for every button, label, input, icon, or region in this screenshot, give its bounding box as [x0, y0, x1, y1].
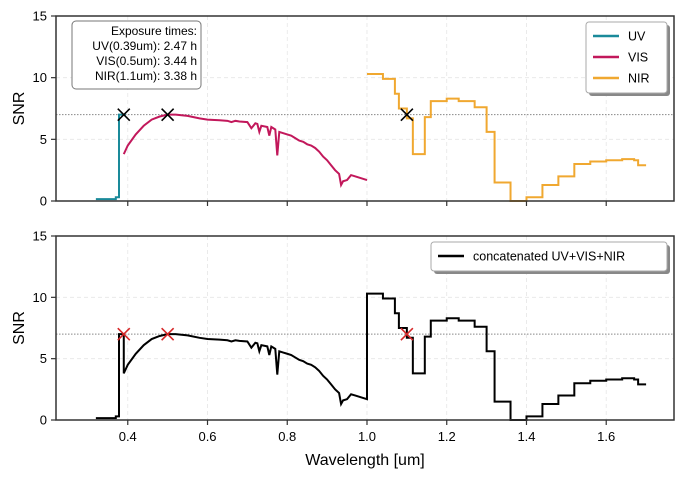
- y-tick-label: 0: [40, 413, 47, 428]
- axes-frame: [55, 15, 675, 202]
- annotation-line: NIR(1.1um): 3.38 h: [95, 69, 197, 83]
- annotation-box: [71, 20, 202, 90]
- x-tick-label: 0.8: [278, 429, 296, 444]
- y-tick-label: 15: [33, 229, 47, 244]
- y-tick-label: 5: [40, 351, 47, 366]
- axes-frame: [55, 235, 675, 421]
- legend-box: [430, 241, 668, 272]
- legend-box: [585, 21, 668, 94]
- legend-label: NIR: [628, 72, 650, 86]
- x-marker: [161, 327, 175, 341]
- x-marker-stroke: [400, 108, 414, 122]
- x-tick-label: 1.4: [517, 429, 535, 444]
- x-marker: [117, 108, 131, 122]
- y-axis-label: SNR: [11, 311, 28, 345]
- series-line-concatenated-uv-vis-nir: [95, 292, 647, 421]
- y-tick-label: 10: [33, 70, 47, 85]
- legend: UV VIS NIR: [585, 21, 670, 96]
- annotation-line: VIS(0.5um): 3.44 h: [96, 54, 197, 68]
- legend: concatenated UV+VIS+NIR: [430, 241, 670, 274]
- series-line-uv: [95, 113, 126, 201]
- exposure-annotation: Exposure times:UV(0.39um): 2.47 hVIS(0.5…: [71, 20, 202, 90]
- x-tick-label: 1.6: [597, 429, 615, 444]
- x-marker: [161, 108, 175, 122]
- x-marker: [400, 327, 414, 341]
- x-tick-label: 1.0: [358, 429, 376, 444]
- x-tick-label: 1.2: [438, 429, 456, 444]
- y-tick-label: 5: [40, 132, 47, 147]
- y-tick-label: 10: [33, 290, 47, 305]
- legend-label: UV: [628, 30, 646, 44]
- x-marker-stroke: [400, 327, 414, 341]
- y-tick-label: 15: [33, 9, 47, 24]
- y-axis-label: SNR: [11, 92, 28, 126]
- annotation-line: UV(0.39um): 2.47 h: [92, 39, 197, 53]
- x-marker-stroke: [117, 108, 131, 122]
- x-tick-label: 0.4: [119, 429, 137, 444]
- legend-label: concatenated UV+VIS+NIR: [473, 250, 625, 264]
- panel-top: 0 5 10 15 SNR UV VIS NIR Exposure times:UV(0.39u…: [11, 9, 675, 209]
- series-line-vis: [122, 113, 368, 188]
- x-marker: [400, 108, 414, 122]
- x-marker: [117, 327, 131, 341]
- series-line-nir: [366, 72, 647, 202]
- panel-bottom: 0.4 0.6 0.8 1.0 1.2 1.4 1.6 0 5 10 15 SNR Wavelength…: [11, 229, 675, 469]
- x-axis-label: Wavelength [um]: [305, 452, 424, 469]
- annotation-title: Exposure times:: [111, 24, 197, 38]
- x-marker-stroke: [161, 327, 175, 341]
- y-tick-label: 0: [40, 194, 47, 209]
- x-marker-stroke: [117, 327, 131, 341]
- x-tick-label: 0.6: [198, 429, 216, 444]
- legend-label: VIS: [628, 51, 648, 65]
- x-marker-stroke: [161, 108, 175, 122]
